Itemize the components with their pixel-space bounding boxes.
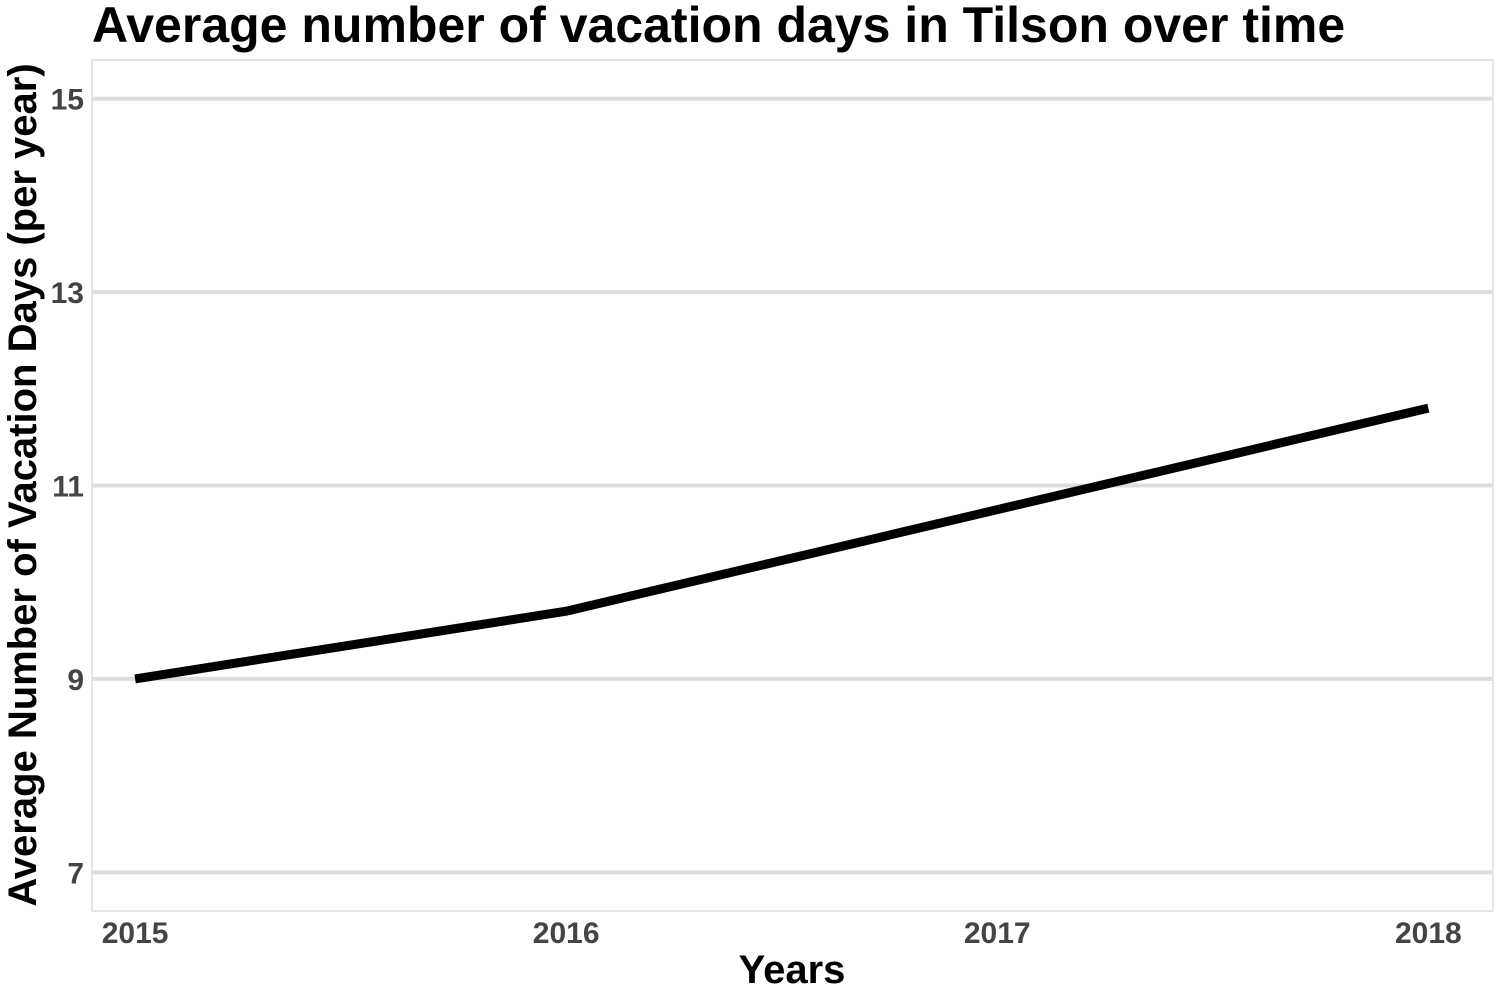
- x-tick-label: 2016: [533, 917, 600, 950]
- y-tick-label: 15: [51, 84, 84, 117]
- series-line: [134, 403, 1430, 684]
- x-axis-ticks: 2015 2016 2017 2018: [102, 917, 1462, 950]
- y-axis-ticks: 7 9 11 13 15: [51, 84, 84, 891]
- y-tick-label: 7: [67, 857, 84, 890]
- chart-title: Average number of vacation days in Tilso…: [92, 0, 1345, 53]
- series-line-group: [134, 403, 1430, 684]
- x-axis-label: Years: [739, 948, 846, 992]
- y-axis-label: Average Number of Vacation Days (per yea…: [1, 63, 45, 906]
- y-tick-label: 13: [51, 277, 84, 310]
- x-tick-label: 2018: [1395, 917, 1462, 950]
- x-tick-label: 2015: [102, 917, 169, 950]
- y-tick-label: 9: [67, 664, 84, 697]
- gridlines: [92, 96, 1493, 875]
- x-tick-label: 2017: [964, 917, 1031, 950]
- y-tick-label: 11: [52, 471, 84, 504]
